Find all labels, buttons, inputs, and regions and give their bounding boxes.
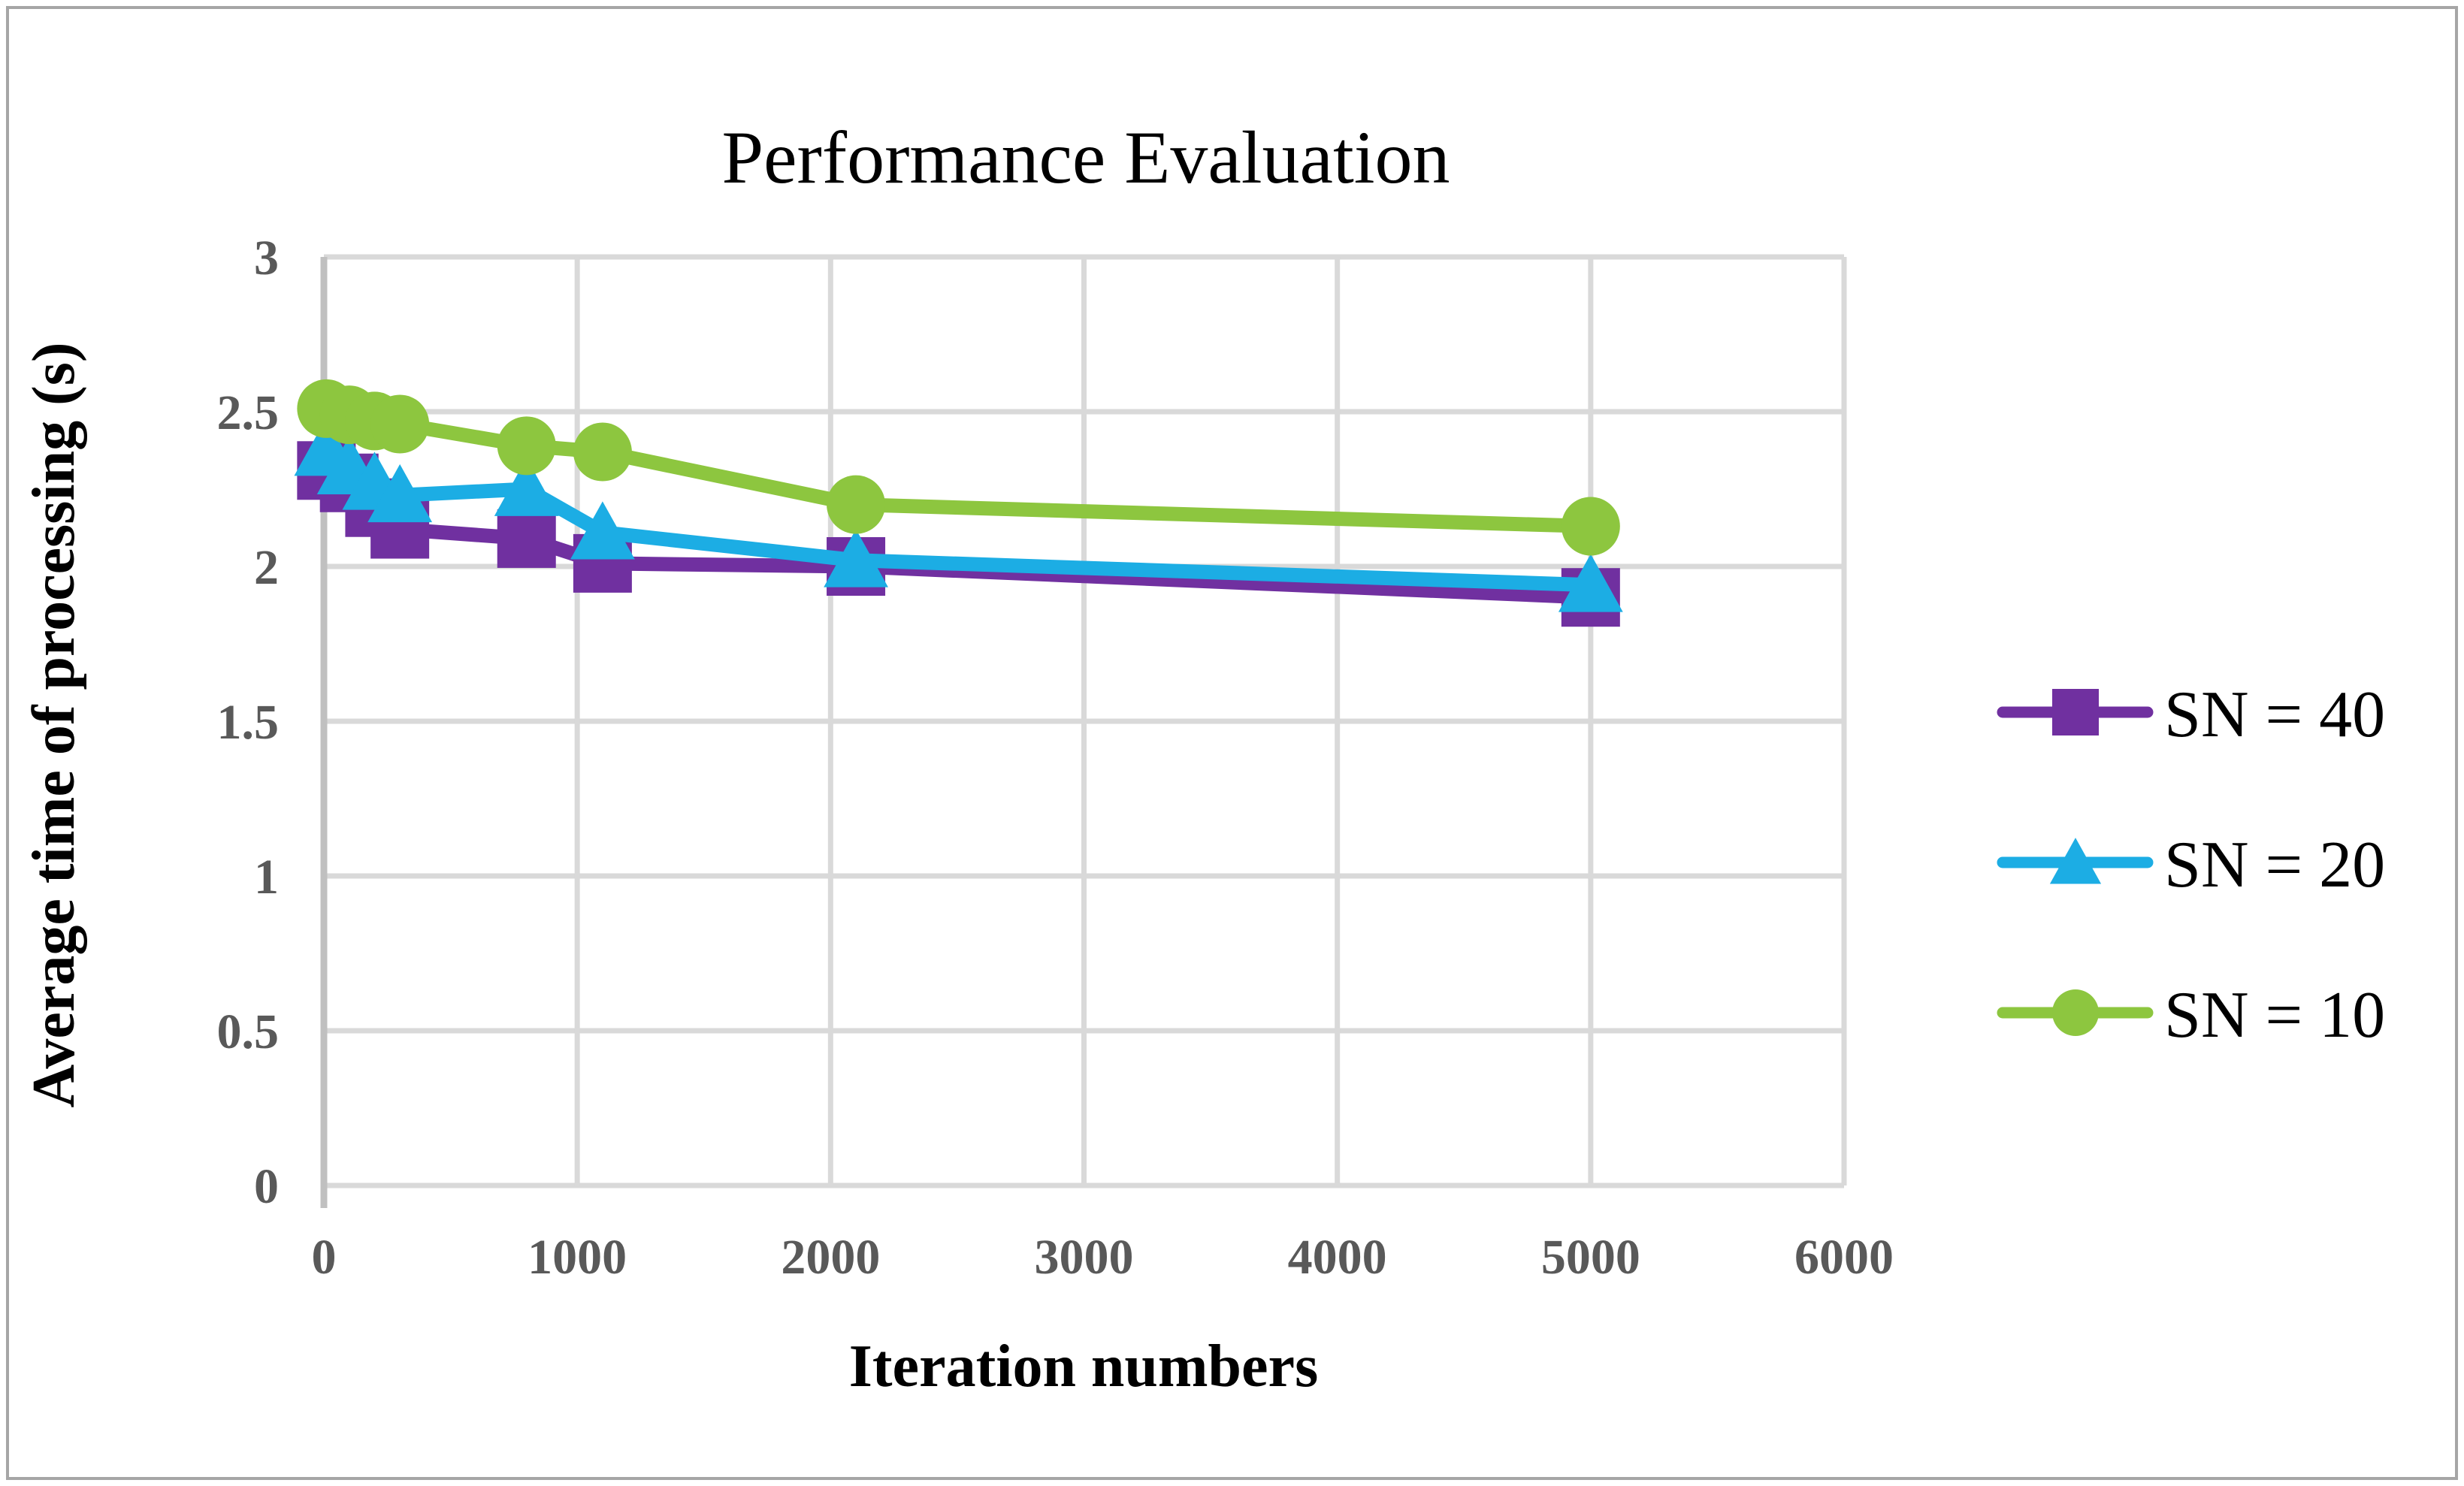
legend-triangle-marker [2049, 838, 2102, 884]
y-tick-label: 2 [254, 540, 279, 595]
circle-marker [573, 422, 632, 482]
legend-label: SN = 40 [2164, 678, 2385, 751]
x-tick-label: 5000 [1541, 1230, 1640, 1285]
y-tick-label: 0.5 [217, 1004, 280, 1059]
series-sn40 [297, 441, 1620, 627]
x-tick-label: 3000 [1035, 1230, 1134, 1285]
legend-label: SN = 20 [2164, 829, 2385, 902]
chart-title: Performance Evaluation [721, 116, 1450, 199]
y-tick-label: 3 [254, 231, 279, 285]
y-tick-label: 0 [254, 1159, 279, 1214]
triangle-marker [824, 529, 888, 587]
x-tick-label: 1000 [528, 1230, 627, 1285]
y-axis-title: Average time of processing (s) [21, 343, 87, 1108]
triangle-marker [367, 464, 433, 523]
legend-label: SN = 10 [2164, 979, 2385, 1052]
series-sn20 [294, 418, 1623, 612]
x-axis-title: Iteration numbers [849, 1333, 1318, 1400]
legend-item: SN = 20 [1997, 829, 2385, 902]
legend-item: SN = 40 [1997, 678, 2385, 751]
y-tick-label: 1 [254, 850, 279, 905]
tick-labels: 0 1000 2000 3000 4000 5000 6000 0 0.5 1 1.5 2 2.5 3 [217, 231, 1894, 1285]
circle-marker [827, 475, 886, 534]
legend-circle-marker [2052, 989, 2099, 1036]
x-tick-label: 0 [312, 1230, 337, 1285]
circle-marker [1561, 497, 1620, 556]
y-tick-label: 2.5 [217, 385, 280, 440]
square-marker [497, 509, 556, 568]
circle-marker [370, 394, 430, 454]
series-sn10 [297, 379, 1620, 556]
triangle-marker [494, 458, 559, 516]
x-tick-label: 6000 [1794, 1230, 1894, 1285]
x-tick-label: 2000 [781, 1230, 880, 1285]
x-tick-label: 4000 [1288, 1230, 1387, 1285]
legend-item: SN = 10 [1997, 979, 2385, 1052]
y-tick-label: 1.5 [217, 695, 280, 750]
legend: SN = 40 SN = 20 SN = 10 [1997, 678, 2385, 1052]
circle-marker [497, 416, 556, 476]
legend-square-marker [2052, 689, 2099, 735]
triangle-marker [1558, 554, 1623, 612]
grid-layer [324, 254, 1847, 1188]
triangle-marker [570, 501, 635, 560]
series-layer [294, 379, 1623, 627]
